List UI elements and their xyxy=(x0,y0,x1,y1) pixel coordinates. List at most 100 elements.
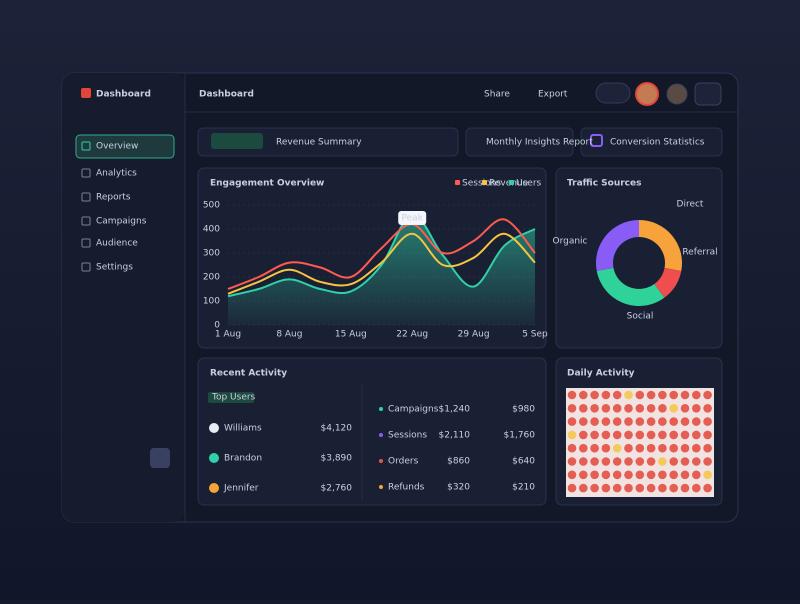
nav-icon xyxy=(81,168,91,178)
avatar[interactable] xyxy=(635,82,659,106)
activity-icon xyxy=(692,390,701,400)
row-dot xyxy=(379,459,383,463)
nav-item[interactable]: Audience xyxy=(96,239,138,249)
activity-icon xyxy=(635,483,645,493)
legend-entry: Social xyxy=(627,312,654,322)
nav-item[interactable]: Analytics xyxy=(96,169,137,179)
nav-active[interactable] xyxy=(75,134,175,159)
header-link[interactable]: Share xyxy=(484,90,510,100)
card[interactable] xyxy=(465,127,574,157)
user-value: $4,120 xyxy=(321,424,353,434)
card[interactable] xyxy=(580,127,723,157)
user-name: Brandon xyxy=(224,454,262,464)
user-avatar xyxy=(209,423,219,433)
row-value: $640 xyxy=(512,457,535,467)
legend-entry: Referral xyxy=(682,248,717,258)
activity-icon xyxy=(669,404,678,413)
activity-icon xyxy=(703,443,712,453)
activity-icon xyxy=(680,483,690,493)
legend-entry: Organic xyxy=(552,237,587,247)
x-tick-label: 15 Aug xyxy=(335,330,367,340)
legend-swatch xyxy=(482,180,487,185)
user-value: $3,890 xyxy=(321,454,353,464)
activity-icon xyxy=(601,457,611,466)
x-tick-label: 8 Aug xyxy=(276,330,302,340)
card[interactable] xyxy=(197,127,459,157)
activity-icon xyxy=(703,470,712,480)
activity-icon xyxy=(692,443,701,453)
activity-icon xyxy=(658,483,667,493)
header-link[interactable]: Export xyxy=(538,90,568,100)
activity-icon xyxy=(680,390,690,400)
activity-icon xyxy=(703,483,712,493)
activity-icon xyxy=(567,430,577,440)
activity-icon xyxy=(635,417,645,426)
user-value: $2,760 xyxy=(321,484,353,494)
y-tick-label: 500 xyxy=(203,201,220,211)
activity-icon xyxy=(703,404,712,413)
activity-icon xyxy=(601,404,611,413)
page-title: Dashboard xyxy=(199,90,254,100)
activity-icon xyxy=(579,470,588,480)
activity-icon xyxy=(579,404,588,413)
nav-item[interactable]: Settings xyxy=(96,263,133,273)
activity-icon xyxy=(601,390,611,400)
activity-icon xyxy=(579,443,588,453)
search-pill[interactable] xyxy=(595,82,631,104)
legend-entry: Revenue xyxy=(489,179,529,189)
x-tick-label: 29 Aug xyxy=(458,330,490,340)
tooltip-box xyxy=(398,211,427,225)
activity-icon xyxy=(646,430,656,440)
activity-icon xyxy=(624,483,633,493)
y-tick-label: 0 xyxy=(214,321,220,331)
activity-icon xyxy=(590,457,599,466)
activity-icon xyxy=(590,430,599,440)
nav-item[interactable]: Reports xyxy=(96,193,131,203)
brand-logo xyxy=(81,88,91,98)
activity-icon xyxy=(692,430,701,440)
y-tick-label: 300 xyxy=(203,249,220,259)
activity-icon xyxy=(567,417,577,426)
activity-icon xyxy=(590,443,599,453)
activity-icon xyxy=(646,390,656,400)
brand: Dashboard xyxy=(96,90,151,100)
activity-icon xyxy=(646,457,656,466)
activity-icon xyxy=(658,470,667,480)
legend-swatch xyxy=(455,180,460,185)
panel-title: Daily Activity xyxy=(567,369,635,379)
avatar[interactable] xyxy=(666,83,688,105)
activity-icon xyxy=(601,470,611,480)
line xyxy=(227,213,536,298)
chart-title: Engagement Overview xyxy=(210,179,324,189)
nav-item[interactable]: Campaigns xyxy=(96,217,147,227)
activity-icon xyxy=(601,443,611,453)
activity-icon xyxy=(669,457,678,466)
activity-icon xyxy=(669,443,678,453)
row-label: Orders xyxy=(388,457,419,467)
row-value: $980 xyxy=(512,405,535,415)
menu-button[interactable] xyxy=(694,82,722,106)
activity-icon xyxy=(612,443,622,453)
activity-icon xyxy=(646,483,656,493)
tooltip: Peak xyxy=(402,214,424,224)
activity-icon xyxy=(567,404,577,413)
toggle[interactable] xyxy=(150,448,170,468)
row-value: $1,240 xyxy=(439,405,471,415)
activity-icon xyxy=(646,443,656,453)
nav-item[interactable]: Overview xyxy=(96,142,138,152)
x-tick-label: 5 Sep xyxy=(522,330,548,340)
activity-icon xyxy=(646,417,656,426)
y-tick-label: 200 xyxy=(203,273,220,283)
activity-icon xyxy=(579,430,588,440)
activity-icon xyxy=(635,470,645,480)
activity-icon xyxy=(601,417,611,426)
activity-icon xyxy=(680,443,690,453)
row-dot xyxy=(379,433,383,437)
activity-icon xyxy=(680,470,690,480)
activity-icon xyxy=(579,390,588,400)
activity-icon xyxy=(590,470,599,480)
activity-icon xyxy=(669,430,678,440)
activity-icon xyxy=(624,470,633,480)
